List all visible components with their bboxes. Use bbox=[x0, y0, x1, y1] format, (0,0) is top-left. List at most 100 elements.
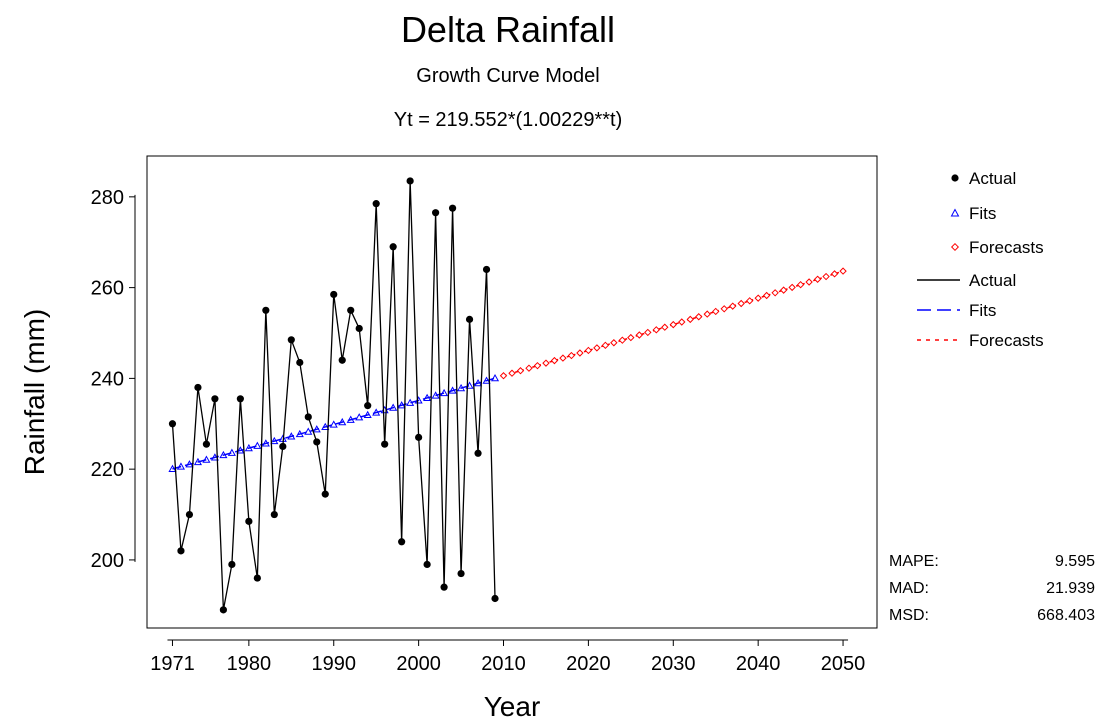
x-tick-label: 2050 bbox=[821, 653, 866, 675]
y-tick-label: 240 bbox=[91, 368, 124, 390]
forecast-marker bbox=[559, 354, 567, 362]
fits-marker bbox=[287, 432, 296, 440]
actual-point bbox=[304, 413, 312, 421]
forecast-marker bbox=[627, 333, 635, 342]
forecast-marker bbox=[737, 299, 745, 308]
actual-point bbox=[211, 395, 219, 403]
fits-marker bbox=[490, 373, 500, 382]
actual-point bbox=[185, 510, 194, 519]
fits-marker bbox=[270, 436, 279, 445]
actual-point bbox=[236, 395, 244, 403]
series-actual bbox=[168, 177, 499, 614]
fits-marker bbox=[176, 462, 186, 470]
fits-marker bbox=[406, 398, 415, 406]
fits-marker bbox=[372, 408, 381, 416]
chart-subtitle: Growth Curve Model bbox=[416, 65, 599, 87]
legend: Actual Fits Forecasts Actual Fits Forecasts bbox=[917, 169, 1044, 350]
forecast-marker bbox=[542, 359, 550, 367]
accuracy-value: 21.939 bbox=[1046, 580, 1095, 597]
y-tick-label: 220 bbox=[91, 459, 124, 481]
fits-marker bbox=[202, 455, 211, 463]
actual-point bbox=[406, 177, 414, 185]
forecast-marker bbox=[822, 272, 830, 281]
actual-point bbox=[440, 583, 448, 591]
forecast-marker bbox=[703, 310, 711, 318]
series-forecasts bbox=[499, 267, 847, 380]
fits-marker bbox=[168, 464, 177, 472]
model-equation: Yt = 219.552*(1.00229**t) bbox=[394, 109, 623, 131]
x-axis: 1971 1980 1990 2000 2010 2020 2030 2040 2050 bbox=[150, 639, 866, 675]
forecast-marker bbox=[788, 283, 796, 292]
actual-point bbox=[457, 569, 465, 578]
forecast-marker bbox=[695, 313, 703, 321]
fits-marker bbox=[219, 450, 228, 459]
forecast-marker bbox=[635, 331, 644, 339]
fits-marker bbox=[355, 413, 364, 421]
forecast-marker bbox=[686, 315, 694, 324]
forecast-marker bbox=[728, 302, 737, 310]
fits-marker bbox=[473, 378, 483, 387]
fits-marker bbox=[457, 383, 466, 392]
actual-point bbox=[202, 440, 211, 448]
forecast-marker bbox=[661, 323, 669, 331]
forecast-marker bbox=[762, 291, 771, 300]
fits-marker bbox=[193, 457, 202, 466]
legend-marker-actual bbox=[951, 174, 959, 182]
y-tick-label: 260 bbox=[91, 278, 124, 300]
forecast-marker bbox=[644, 328, 652, 337]
x-tick-label: 1980 bbox=[227, 653, 272, 675]
accuracy-value: 668.403 bbox=[1037, 607, 1095, 624]
fits-marker bbox=[185, 460, 194, 468]
actual-point bbox=[474, 449, 482, 457]
accuracy-label: MSD: bbox=[889, 607, 929, 624]
x-tick-label: 1971 bbox=[150, 653, 195, 675]
forecast-marker bbox=[618, 336, 627, 344]
forecast-marker bbox=[508, 369, 516, 377]
fits-marker bbox=[423, 393, 432, 402]
forecast-marker bbox=[652, 326, 661, 334]
series-fits bbox=[168, 373, 500, 472]
fits-marker bbox=[346, 415, 355, 423]
fits-marker bbox=[397, 401, 406, 409]
actual-point bbox=[245, 517, 253, 525]
forecast-marker bbox=[525, 364, 533, 372]
forecast-marker bbox=[593, 344, 601, 352]
actual-point bbox=[465, 315, 474, 323]
legend-label: Forecasts bbox=[969, 238, 1044, 257]
accuracy-label: MAD: bbox=[889, 580, 929, 597]
forecast-marker bbox=[779, 286, 788, 294]
forecast-line bbox=[503, 270, 844, 377]
y-tick-label: 280 bbox=[91, 187, 124, 209]
actual-point bbox=[364, 402, 372, 410]
actual-point bbox=[491, 594, 499, 603]
fits-marker bbox=[210, 453, 219, 461]
forecast-marker bbox=[601, 341, 610, 350]
forecast-marker bbox=[754, 294, 762, 302]
actual-point bbox=[321, 490, 329, 498]
actual-point bbox=[219, 606, 227, 614]
actual-point bbox=[287, 336, 295, 344]
actual-point bbox=[270, 510, 278, 519]
x-tick-label: 1990 bbox=[311, 653, 356, 675]
fits-marker bbox=[363, 410, 372, 419]
forecast-marker bbox=[576, 349, 584, 357]
actual-point bbox=[177, 547, 185, 555]
forecast-marker bbox=[771, 289, 779, 297]
forecast-marker bbox=[516, 367, 525, 375]
y-tick-label: 200 bbox=[91, 550, 124, 572]
x-tick-label: 2000 bbox=[396, 653, 441, 675]
accuracy-measures: MAPE: 9.595 MAD: 21.939 MSD: 668.403 bbox=[889, 553, 1095, 624]
forecast-marker bbox=[584, 346, 593, 355]
actual-point bbox=[296, 358, 304, 367]
fits-marker bbox=[312, 425, 321, 433]
y-axis-title: Rainfall (mm) bbox=[19, 309, 50, 475]
forecast-marker bbox=[720, 305, 728, 313]
actual-point bbox=[423, 560, 431, 569]
forecast-marker bbox=[830, 270, 839, 278]
fits-marker bbox=[431, 391, 440, 399]
actual-point bbox=[313, 438, 321, 446]
fits-marker bbox=[440, 388, 449, 397]
actual-point bbox=[482, 265, 491, 274]
forecast-marker bbox=[796, 281, 805, 289]
fits-marker bbox=[482, 376, 491, 384]
